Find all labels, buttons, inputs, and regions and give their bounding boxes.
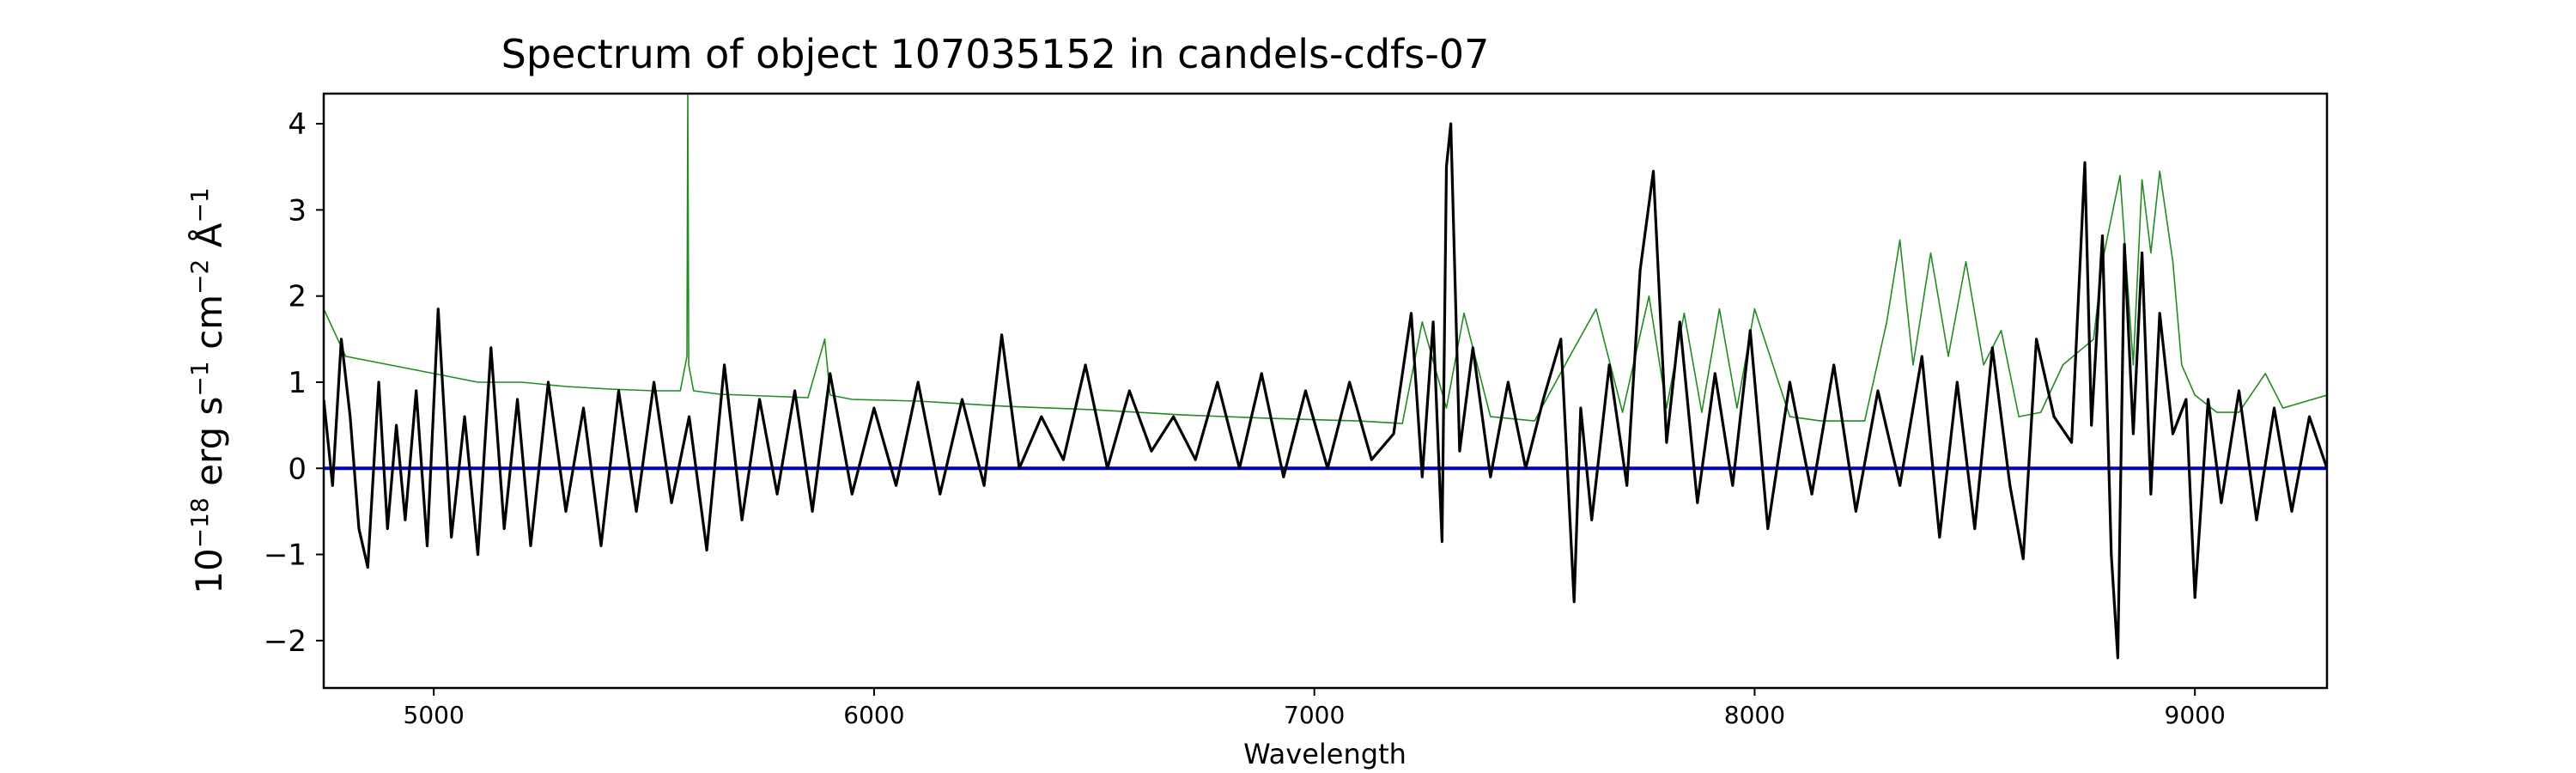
plot-area — [324, 94, 2327, 660]
series-flux-line — [324, 122, 2327, 660]
x-axis-label: Wavelength — [1243, 738, 1406, 770]
y-tick-label: 1 — [288, 366, 307, 400]
y-axis-label-exponent: −1 — [185, 187, 214, 222]
y-axis-label-exponent: −18 — [185, 497, 214, 548]
series-noise-line — [324, 94, 2327, 424]
x-tick-label: 9000 — [2165, 701, 2226, 729]
x-tick-label: 8000 — [1724, 701, 1785, 729]
plot-frame — [322, 92, 2329, 690]
y-tick-label: 0 — [288, 452, 307, 486]
y-axis: −2 −1 0 1 2 3 4 — [264, 107, 324, 659]
y-tick-label: 3 — [288, 193, 307, 228]
y-axis-label-text: erg s — [188, 397, 230, 498]
x-tick-label: 5000 — [404, 701, 465, 729]
y-axis-label: 10−18 erg s−1 cm−2 Å−1 — [185, 187, 231, 593]
x-tick-label: 6000 — [843, 701, 904, 729]
x-tick-label: 7000 — [1284, 701, 1345, 729]
y-tick-label: −1 — [264, 539, 307, 573]
y-tick-label: 4 — [288, 107, 307, 142]
y-tick-label: −2 — [264, 624, 307, 659]
chart-title: Spectrum of object 107035152 in candels-… — [501, 31, 1490, 77]
x-axis: 5000 6000 7000 8000 9000 — [404, 688, 2226, 729]
y-axis-label-text: Å — [187, 222, 230, 259]
y-axis-label-exponent: −2 — [185, 259, 214, 295]
y-axis-label-text: 10 — [188, 548, 230, 593]
y-axis-label-exponent: −1 — [185, 361, 214, 396]
y-axis-label-text: cm — [188, 295, 230, 361]
y-tick-label: 2 — [288, 280, 307, 314]
